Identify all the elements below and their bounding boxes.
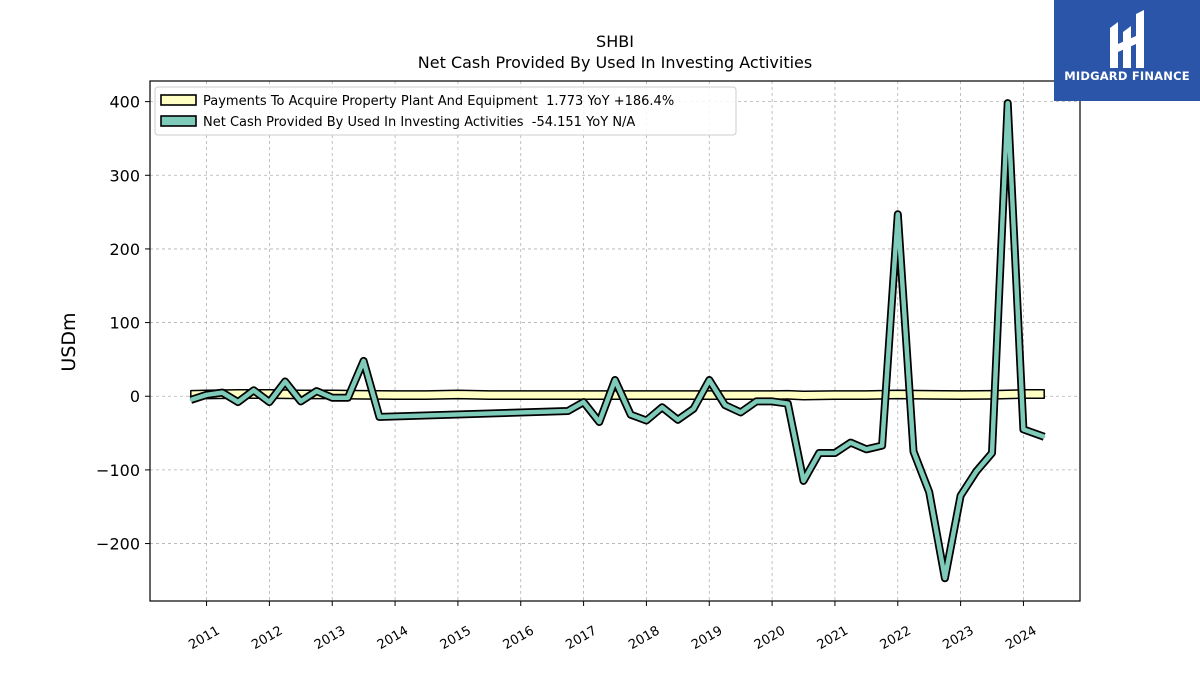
x-tick-label: 2011 [186,623,222,653]
y-tick-label: 400 [109,93,140,112]
data-point [1043,435,1046,438]
data-point [598,420,601,424]
series-line-investing [190,100,1045,581]
data-point [283,380,287,383]
data-point [566,409,570,413]
x-tick-label: 2021 [815,623,851,653]
data-point [660,406,664,409]
x-tick-label: 2018 [626,623,662,653]
data-point [943,577,947,580]
midgard-finance-logo: MIDGARD FINANCE [1054,0,1200,101]
data-point [755,400,758,403]
data-point [723,403,727,407]
data-point [786,402,789,405]
x-tick-label: 2012 [249,623,285,653]
data-point [1022,428,1025,431]
legend-swatch [160,94,197,106]
x-tick-label: 2023 [940,623,976,653]
data-point [928,490,931,494]
data-point [912,450,915,453]
y-tick-label: −200 [96,535,140,554]
x-tick-label: 2015 [438,623,474,653]
data-point [645,419,648,422]
data-point [802,479,805,483]
data-point [849,441,852,444]
y-axis-label: USDm [58,312,80,371]
legend-box [154,86,737,136]
x-tick-label: 2019 [689,623,725,653]
y-tick-label: 200 [109,240,140,259]
data-point [236,400,240,404]
data-point [865,448,868,451]
data-point [378,415,381,419]
legend-label: Net Cash Provided By Used In Investing A… [203,115,635,130]
x-tick-label: 2020 [752,623,788,653]
data-point [818,451,821,455]
x-tick-label: 2014 [375,623,411,653]
plot-series [189,99,1046,583]
y-axis: 400 300 200 100 0 −100 −200 [96,93,150,554]
legend-label: Payments To Acquire Property Plant And E… [203,94,674,109]
midgard-logo-icon [1110,10,1144,68]
data-point [692,407,695,410]
data-point [990,451,994,455]
y-tick-label: 300 [109,166,140,185]
y-tick-label: 0 [130,387,140,406]
x-tick-label: 2024 [1003,623,1039,653]
data-point [582,400,585,404]
data-point [708,378,711,382]
logo-text: MIDGARD FINANCE [1064,69,1190,83]
data-point [613,378,617,382]
legend-swatch [160,115,197,127]
data-point [315,389,318,393]
data-point [268,400,271,404]
y-tick-label: 100 [109,314,140,333]
legend: Payments To Acquire Property Plant And E… [154,86,737,136]
x-tick-label: 2013 [312,623,348,653]
data-point [252,389,255,392]
data-point [346,396,350,399]
data-point [739,411,742,414]
data-point [676,418,679,421]
data-point [205,393,208,396]
data-point [896,213,899,216]
data-point [975,470,978,473]
x-tick-label: 2022 [878,623,914,653]
data-point [299,400,302,403]
data-point [189,398,192,402]
x-axis: 2011 2012 2013 2014 2015 2016 2017 2018 2019 2020… [186,601,1039,653]
data-point [629,413,632,416]
series-line-outline [189,99,1046,583]
grid-lines [150,81,1080,601]
x-tick-label: 2017 [563,623,599,653]
data-point [1006,101,1009,105]
data-point [880,444,884,447]
data-point [833,451,837,455]
data-point [770,400,774,403]
data-point [331,396,334,399]
chart-subtitle: Net Cash Provided By Used In Investing A… [418,53,812,72]
y-tick-label: −100 [96,461,140,480]
chart-title: SHBI [596,32,634,51]
data-point [221,391,224,394]
plot-frame [149,80,1081,602]
data-point [959,494,962,497]
x-tick-label: 2016 [501,623,537,653]
data-point [362,359,365,363]
